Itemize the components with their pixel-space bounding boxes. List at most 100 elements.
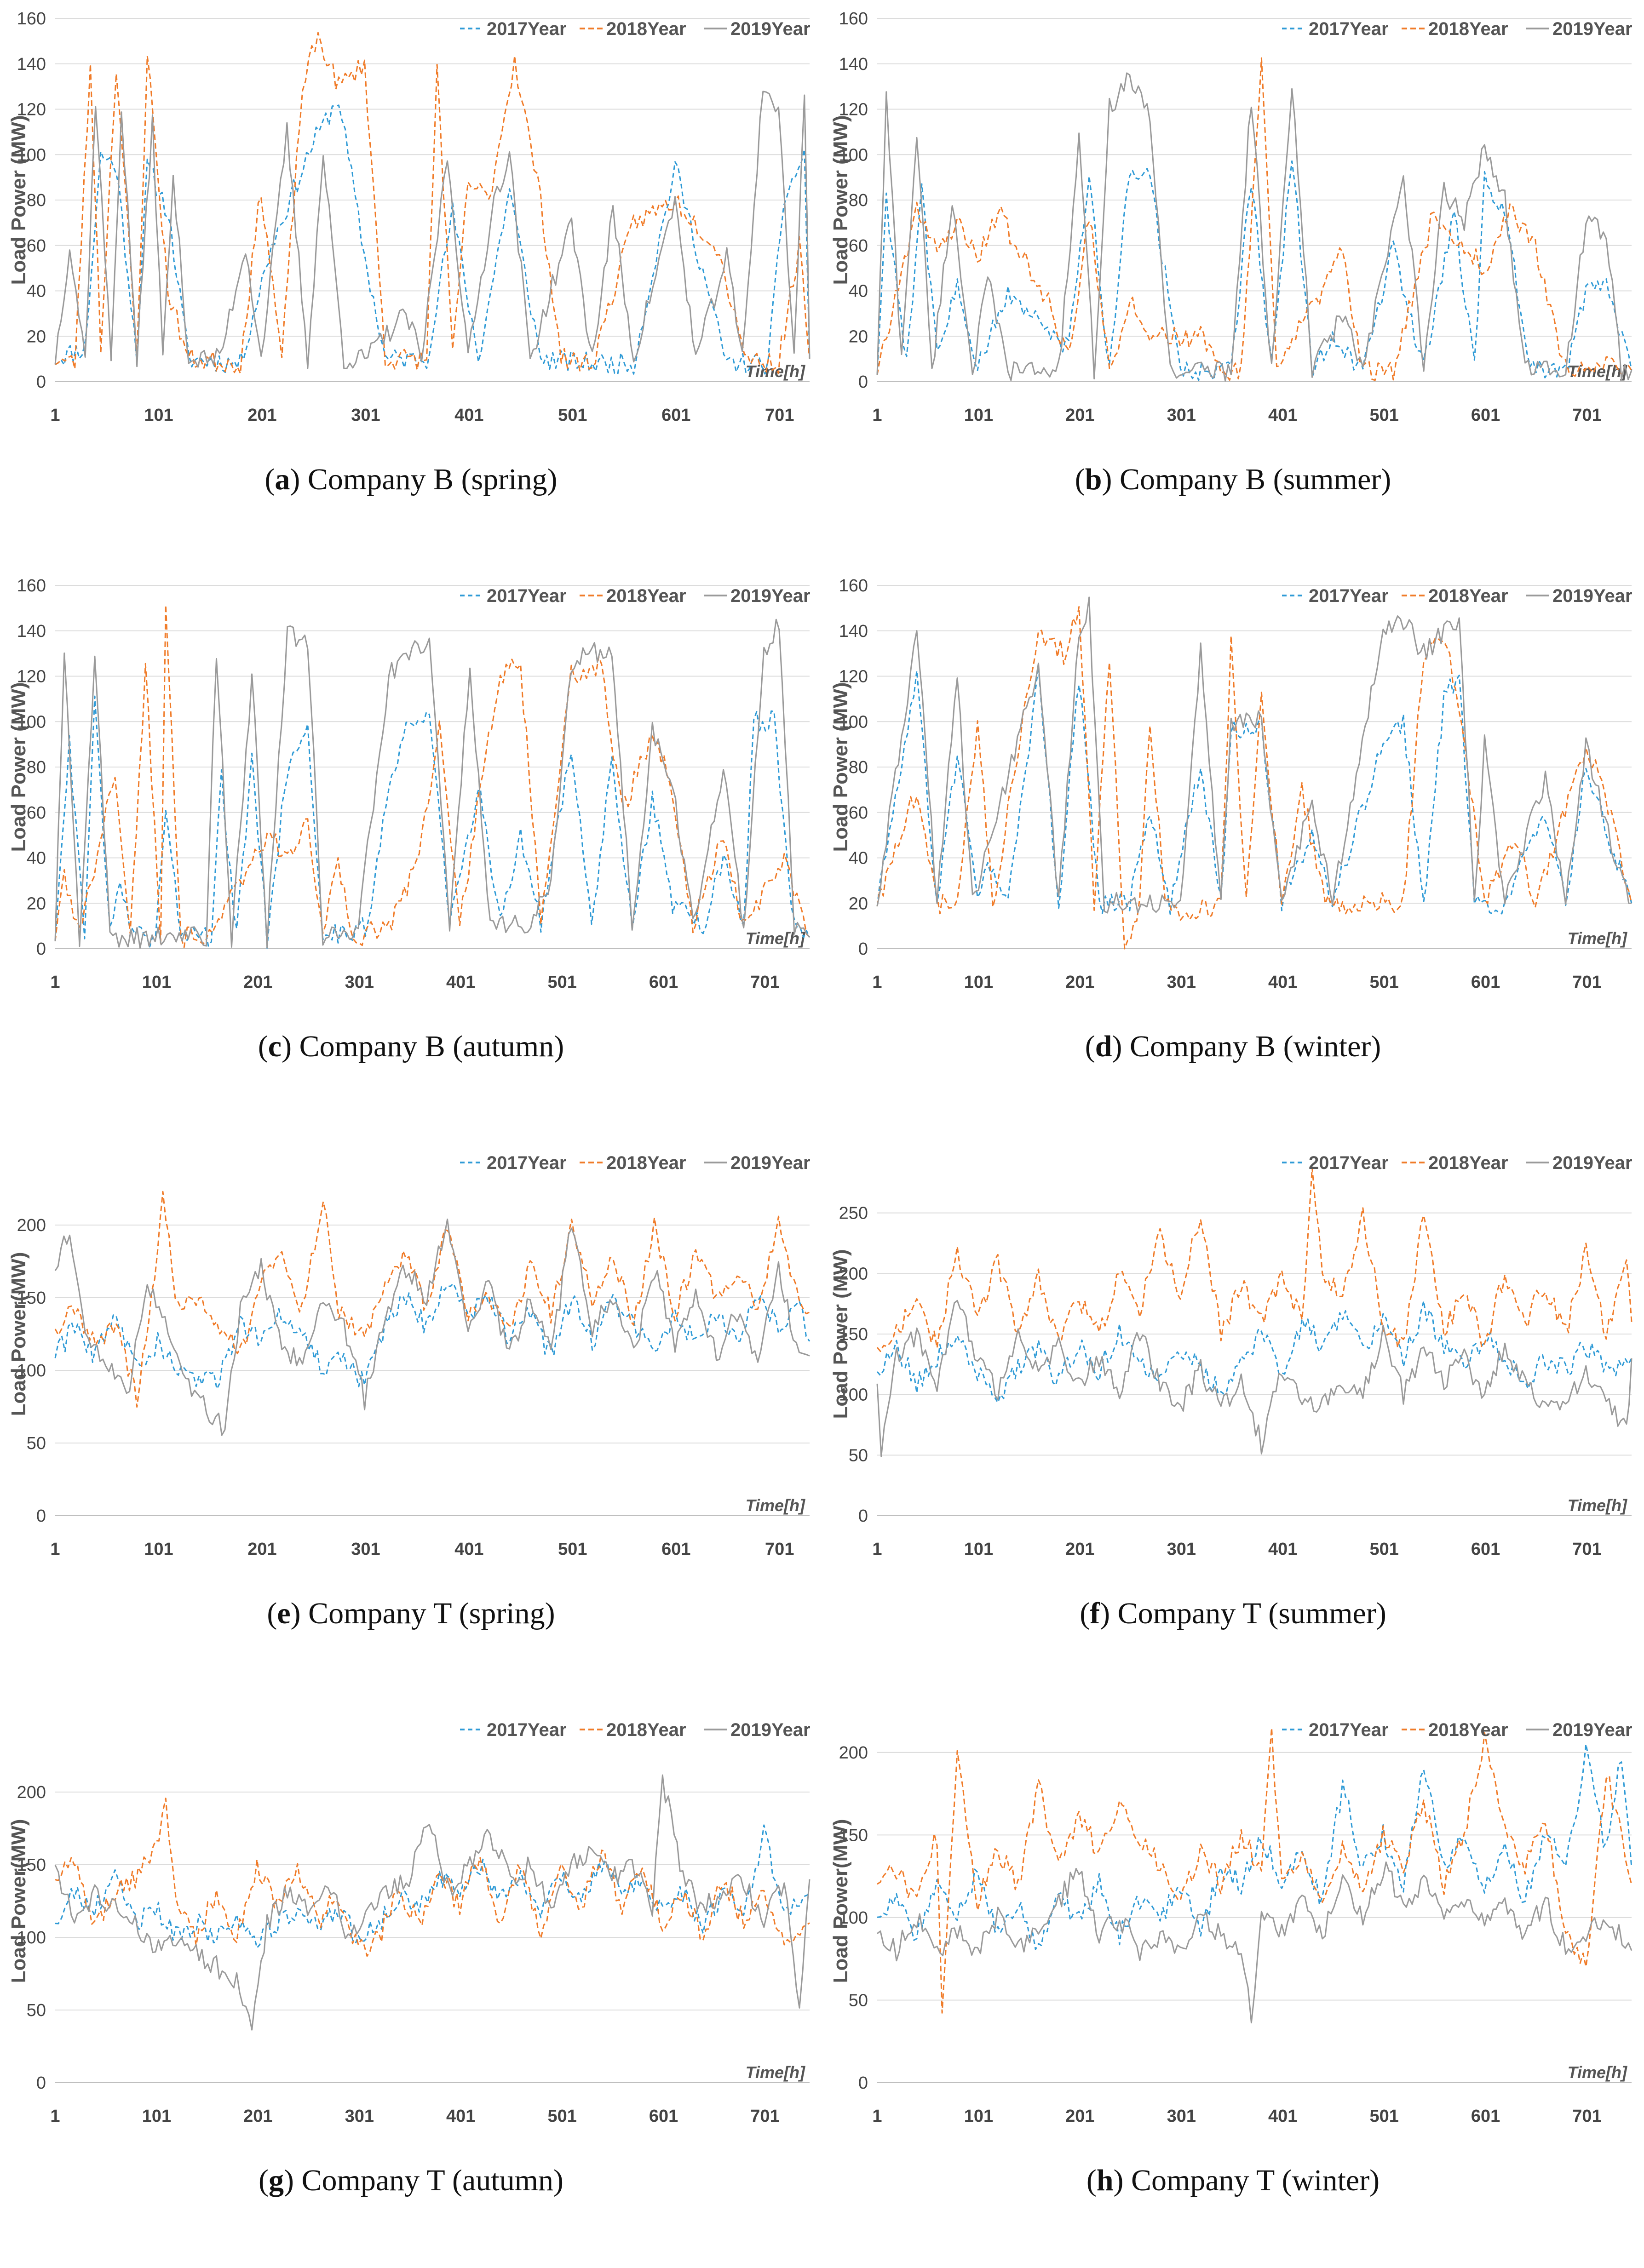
x-tick-label: 601 (649, 973, 678, 992)
y-tick-label: 100 (17, 1928, 46, 1947)
legend-label: 2019Year (730, 1153, 811, 1173)
x-tick-label: 201 (1065, 406, 1094, 425)
legend-item-2018Year: 2018Year (1402, 1153, 1508, 1173)
legend-label: 2019Year (1552, 1153, 1633, 1173)
legend-item-2018Year: 2018Year (580, 19, 686, 39)
y-tick-label: 160 (17, 576, 46, 596)
x-tick-label: 701 (765, 1540, 794, 1559)
x-tick-label: 501 (547, 973, 576, 992)
y-tick-label: 60 (27, 803, 46, 823)
y-tick-label: 80 (849, 191, 868, 210)
series-line-2017Year (876, 160, 1633, 381)
x-tick-label: 601 (661, 406, 690, 425)
y-tick-label: 250 (839, 1204, 868, 1223)
y-tick-label: 140 (17, 622, 46, 641)
series-line-2017Year (55, 104, 811, 375)
y-tick-label: 100 (839, 712, 868, 732)
legend-item-2017Year: 2017Year (1282, 1153, 1389, 1173)
series-line-2018Year (877, 1727, 1633, 2014)
y-tick-label: 100 (839, 1386, 868, 1405)
y-tick-label: 50 (27, 1434, 46, 1453)
legend-item-2017Year: 2017Year (460, 19, 567, 39)
chart-panel-f: 0 50 100 150 200 250 1 101 201 301 401 501 601 701 Loa… (822, 1134, 1644, 1701)
y-axis-label: Load Power (MW) (829, 1249, 852, 1419)
x-tick-label: 101 (142, 2107, 171, 2126)
caption-text: Company B (winter) (1129, 1030, 1381, 1063)
chart-svg: 0 50 100 150 200 250 1 101 201 301 401 501 601 701 Loa… (829, 1153, 1633, 1559)
chart-svg: 0 20 40 60 80 100 120 140 160 1 101 201 301 401 501 601… (7, 9, 811, 425)
caption-letter: h (1096, 2164, 1114, 2197)
x-tick-label: 701 (1572, 406, 1601, 425)
y-tick-label: 150 (839, 1826, 868, 1845)
series-line-2019Year (54, 1774, 811, 2031)
chart-panel-e: 0 50 100 150 200 1 101 201 301 401 501 601 701 Load P… (0, 1134, 822, 1701)
panel-caption: (g) Company T (autumn) (259, 2164, 563, 2197)
caption-text: Company B (autumn) (299, 1030, 564, 1063)
series-line-2017Year (876, 1300, 1633, 1403)
panel-caption: (d) Company B (winter) (1085, 1030, 1381, 1063)
y-tick-label: 160 (839, 576, 868, 596)
y-tick-label: 200 (17, 1216, 46, 1235)
legend-label: 2018Year (1428, 19, 1508, 39)
caption-letter: g (268, 2164, 284, 2197)
x-tick-label: 301 (1167, 1540, 1196, 1559)
x-axis-label: Time[h] (1568, 362, 1627, 381)
x-tick-label: 101 (964, 973, 993, 992)
y-tick-label: 200 (839, 1743, 868, 1763)
caption-text: Company T (summer) (1117, 1597, 1386, 1630)
legend-label: 2018Year (606, 1720, 686, 1740)
x-tick-label: 401 (446, 2107, 475, 2126)
legend-label: 2019Year (1552, 586, 1633, 606)
legend-label: 2019Year (730, 586, 811, 606)
y-tick-label: 40 (27, 282, 46, 301)
y-axis-label: Load Power (MW) (7, 682, 30, 852)
y-axis-label: Load Power (MW) (829, 682, 852, 852)
series-line-2018Year (876, 606, 1633, 950)
legend-label: 2017Year (487, 1720, 567, 1740)
x-tick-label: 401 (446, 973, 475, 992)
x-tick-label: 1 (872, 2107, 882, 2126)
y-tick-label: 80 (27, 191, 46, 210)
x-tick-label: 601 (1471, 406, 1500, 425)
x-tick-label: 1 (50, 2107, 60, 2126)
x-tick-label: 201 (1065, 1540, 1094, 1559)
y-axis-label: Load Power (MW) (7, 115, 30, 285)
panel-caption: (h) Company T (winter) (1086, 2164, 1380, 2197)
y-tick-label: 50 (849, 1446, 868, 1465)
x-tick-label: 501 (1369, 406, 1398, 425)
y-tick-label: 140 (839, 55, 868, 74)
series-line-2017Year (877, 1743, 1633, 1950)
legend-label: 2019Year (1552, 19, 1633, 39)
x-tick-label: 1 (872, 973, 882, 992)
series-line-2019Year (876, 72, 1633, 382)
legend-item-2019Year: 2019Year (704, 586, 811, 606)
y-tick-label: 80 (27, 758, 46, 777)
x-tick-label: 201 (1065, 2107, 1094, 2126)
caption-letter: e (277, 1597, 291, 1630)
legend-label: 2019Year (730, 19, 811, 39)
series-line-2018Year (54, 604, 811, 948)
series-line-2019Year (876, 596, 1632, 914)
x-tick-label: 301 (1167, 2107, 1196, 2126)
x-tick-label: 701 (1572, 1540, 1601, 1559)
series-line-2018Year (876, 1167, 1633, 1352)
y-tick-label: 0 (858, 939, 868, 959)
x-tick-label: 501 (547, 2107, 576, 2126)
chart-panel-c: 0 20 40 60 80 100 120 140 160 1 101 201 301 401 501 601… (0, 567, 822, 1134)
y-tick-label: 20 (27, 894, 46, 913)
legend-label: 2017Year (1309, 586, 1389, 606)
panel-caption: (a) Company B (spring) (264, 463, 558, 496)
chart-panel-h: 0 50 100 150 200 1 101 201 301 401 501 601 701 Load P… (822, 1701, 1644, 2268)
chart-panel-g: 0 50 100 150 200 1 101 201 301 401 501 601 701 Load P… (0, 1701, 822, 2268)
x-tick-label: 301 (1167, 973, 1196, 992)
x-axis-label: Time[h] (746, 929, 805, 948)
x-tick-label: 101 (142, 973, 171, 992)
x-axis-label: Time[h] (746, 362, 805, 381)
legend-label: 2017Year (487, 1153, 567, 1173)
x-tick-label: 401 (454, 1540, 483, 1559)
y-tick-label: 0 (858, 1506, 868, 1526)
series-line-2019Year (54, 1218, 810, 1436)
x-tick-label: 101 (964, 406, 993, 425)
x-tick-label: 701 (750, 2107, 779, 2126)
x-tick-label: 701 (1572, 973, 1601, 992)
